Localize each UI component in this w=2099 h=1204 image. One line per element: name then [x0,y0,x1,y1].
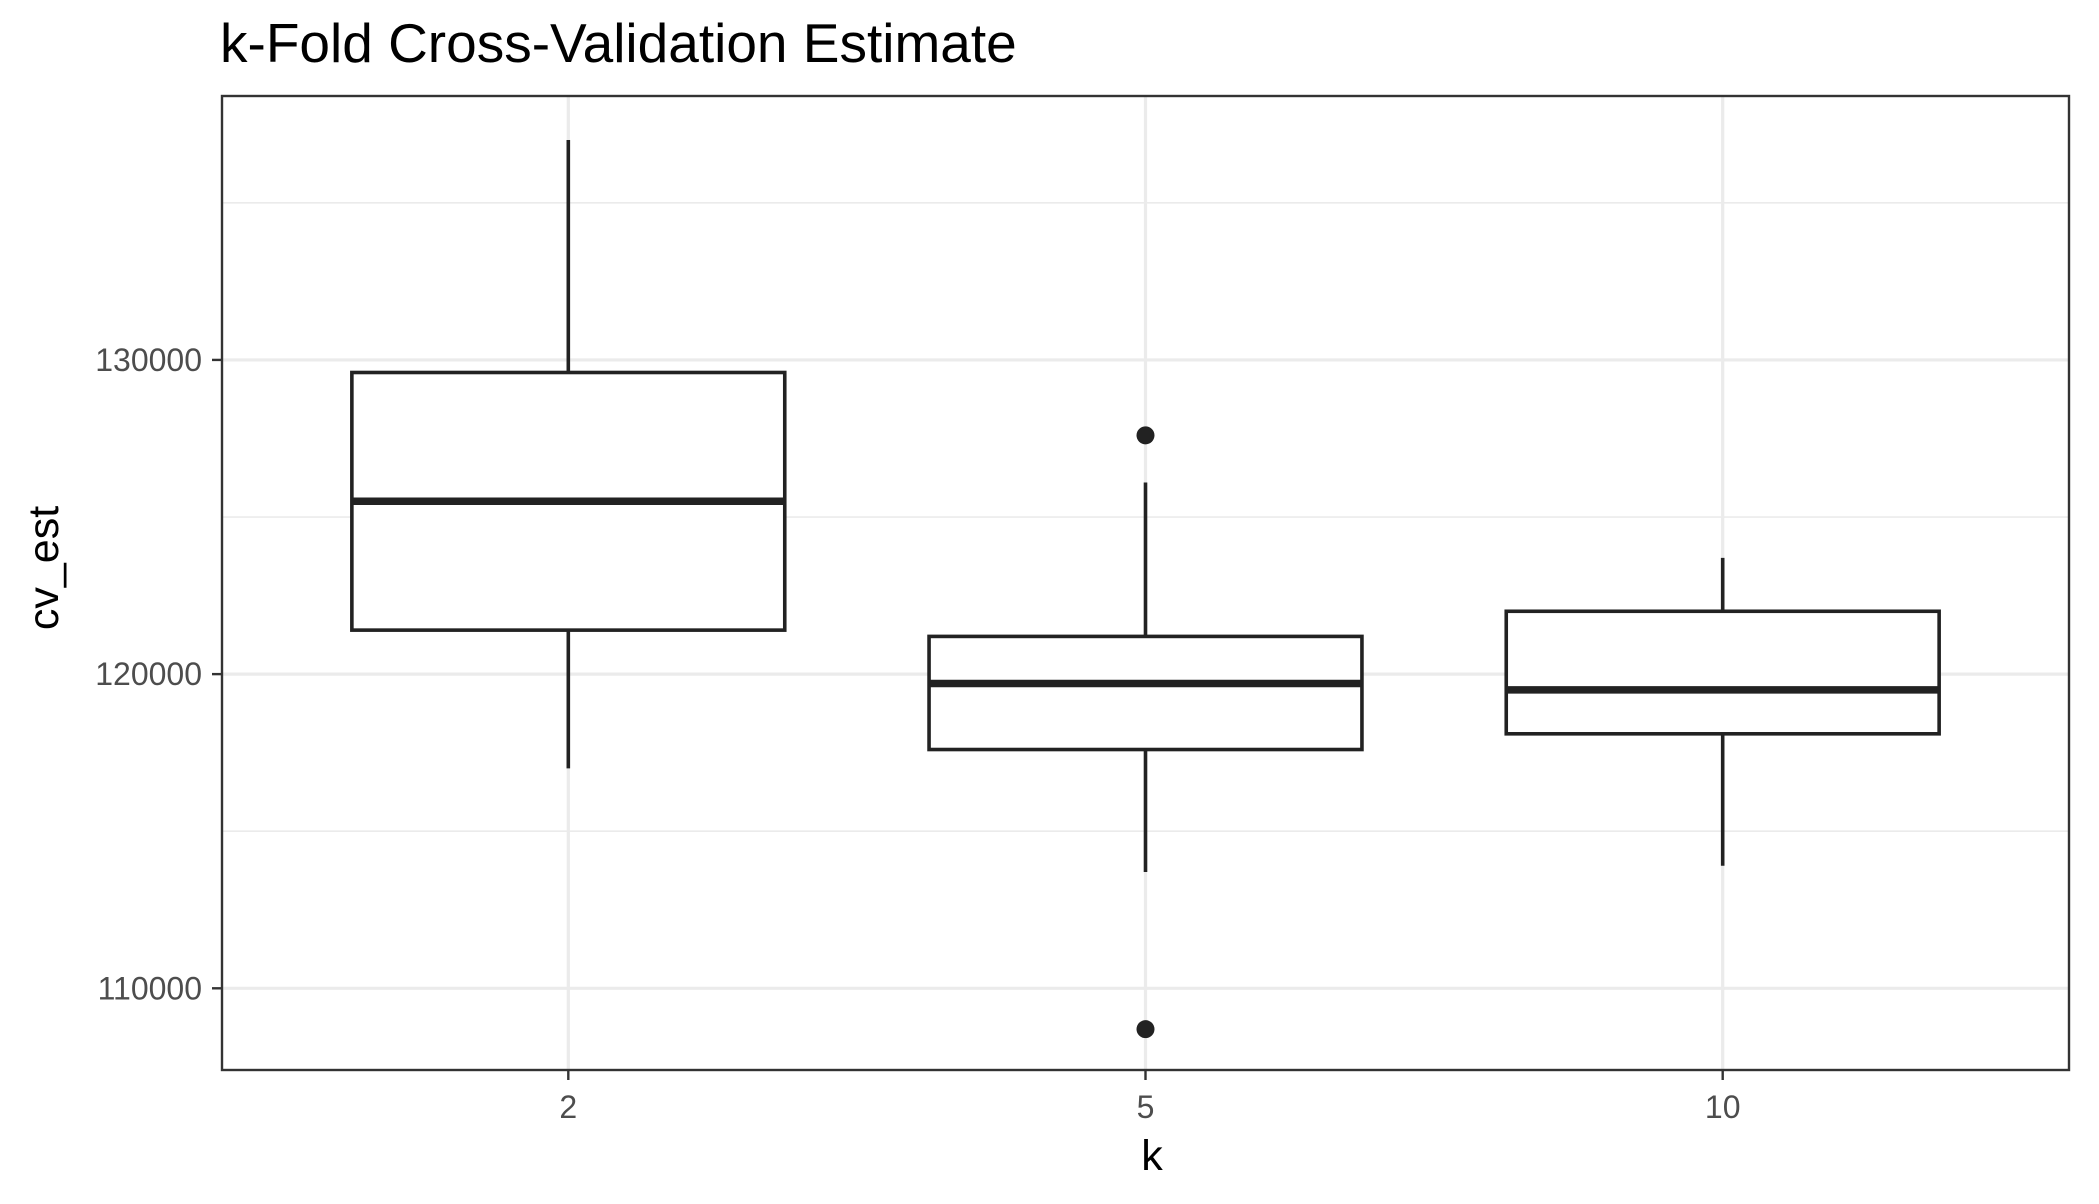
y-tick-label: 110000 [98,970,202,1006]
box-body [1504,609,1941,736]
x-axis-title: k [1141,1132,1163,1180]
y-axis-title: cv_est [20,506,68,630]
axis-layer: 110000 120000 130000 2 5 10 [95,342,1740,1125]
box-body [927,634,1364,752]
x-tick-label: 10 [1705,1089,1741,1125]
box-2 [350,139,787,769]
box-layer [350,139,1941,1039]
outlier-point [1136,1020,1155,1039]
y-tick-label: 130000 [95,342,202,378]
box-10 [1504,557,1941,866]
x-tick-label: 5 [1137,1089,1155,1125]
box-5 [927,426,1364,1039]
chart-title: k-Fold Cross-Validation Estimate [220,12,1017,74]
y-tick-label: 120000 [95,656,202,692]
outlier-point [1136,426,1155,445]
x-tick-label: 2 [559,1089,577,1125]
